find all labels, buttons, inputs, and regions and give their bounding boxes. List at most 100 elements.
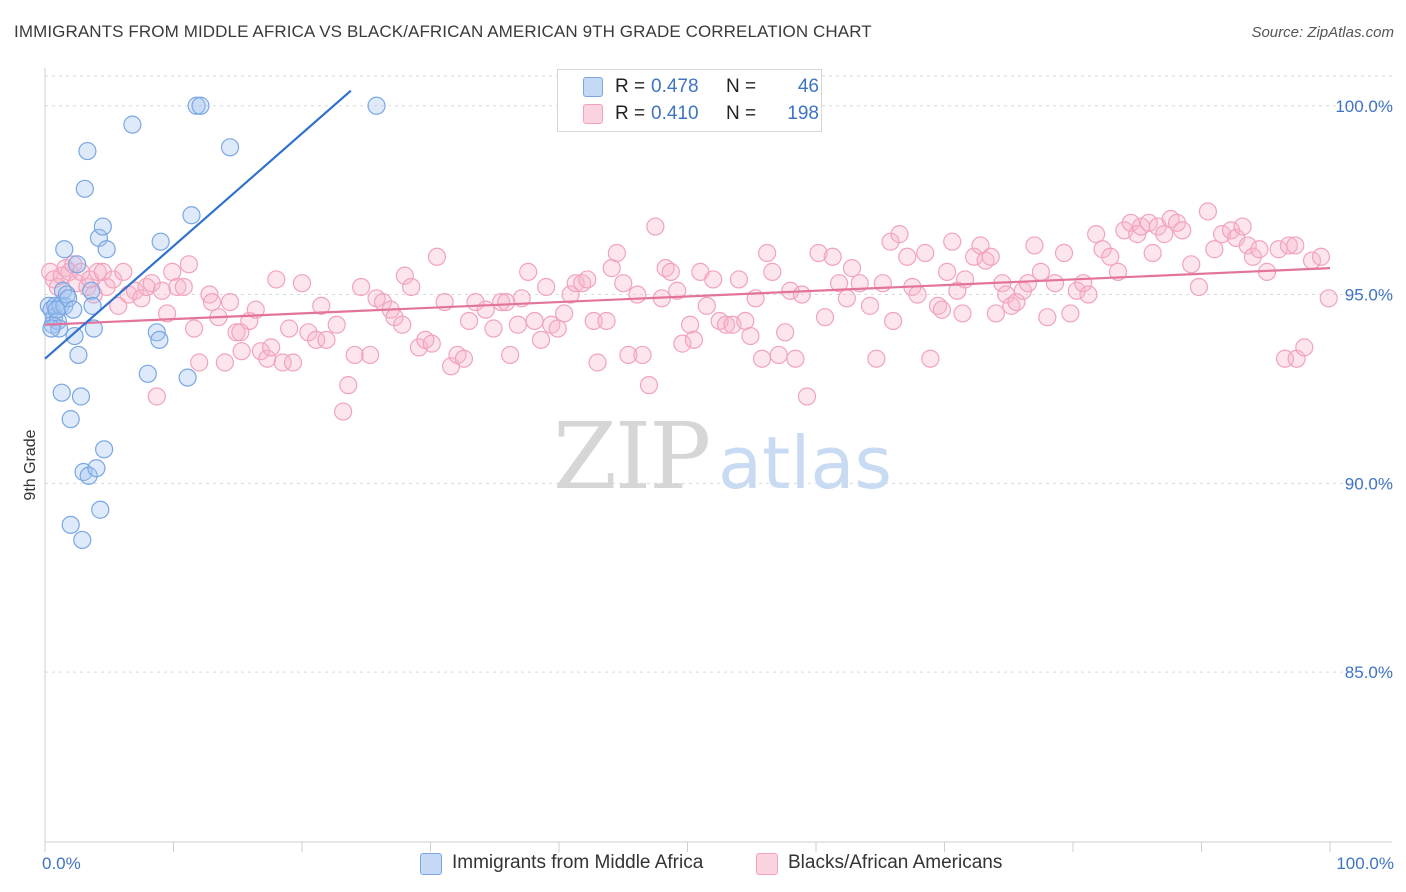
data-point-middle-africa: [93, 217, 112, 236]
data-point-blacks-african-americans: [837, 289, 856, 308]
data-point-blacks-african-americans: [1045, 274, 1065, 293]
data-point-blacks-african-americans: [639, 376, 659, 395]
data-point-blacks-african-americans: [741, 326, 760, 346]
data-point-blacks-african-americans: [602, 259, 621, 278]
stats-legend: R = 0.478 N = 46 R = 0.410 N = 198: [557, 69, 822, 132]
data-point-middle-africa: [191, 96, 210, 115]
data-point-blacks-african-americans: [168, 277, 187, 297]
data-point-blacks-african-americans: [1319, 289, 1338, 308]
data-point-blacks-african-americans: [258, 349, 277, 368]
data-point-blacks-african-americans: [1139, 213, 1158, 232]
data-point-blacks-african-americans: [307, 330, 326, 349]
data-point-blacks-african-americans: [1243, 247, 1263, 266]
data-point-blacks-african-americans: [88, 262, 107, 281]
data-point-blacks-african-americans: [786, 349, 805, 368]
legend-n-label: N =: [726, 103, 757, 124]
data-point-blacks-african-americans: [633, 345, 652, 365]
data-point-blacks-african-americans: [867, 349, 886, 368]
data-point-blacks-african-americans: [758, 243, 777, 263]
data-point-blacks-african-americans: [484, 319, 503, 338]
data-point-blacks-african-americans: [1061, 304, 1080, 323]
x-axis-min-label: 0.0%: [42, 854, 81, 873]
data-point-blacks-african-americans: [986, 304, 1006, 323]
data-point-blacks-african-americans: [283, 353, 303, 372]
data-point-blacks-african-americans: [684, 330, 704, 349]
bottom-legend-label: Blacks/African Americans: [788, 852, 1003, 873]
legend-swatch-pink: [583, 104, 603, 124]
data-point-blacks-african-americans: [1093, 240, 1112, 259]
data-point-blacks-african-americans: [1279, 236, 1298, 255]
data-point-blacks-african-americans: [898, 247, 917, 266]
trend-line-blacks-african-americans: [44, 267, 1331, 326]
data-point-middle-africa: [91, 500, 110, 519]
data-point-blacks-african-americans: [883, 311, 903, 331]
data-point-blacks-african-americans: [842, 259, 862, 278]
data-point-middle-africa: [182, 206, 201, 225]
data-point-blacks-african-americans: [614, 274, 633, 293]
data-point-blacks-african-americans: [850, 274, 869, 293]
data-point-blacks-african-americans: [890, 225, 909, 244]
data-point-blacks-african-americans: [548, 319, 567, 338]
data-point-blacks-african-americans: [673, 334, 692, 353]
data-point-blacks-african-americans: [697, 296, 716, 315]
data-point-blacks-african-americans: [566, 274, 585, 293]
data-point-blacks-african-americans: [519, 262, 538, 281]
data-point-blacks-african-americans: [339, 376, 358, 395]
data-point-blacks-african-americans: [1155, 225, 1174, 244]
watermark: ZIP atlas: [553, 403, 892, 510]
series-middle-africa-points: [39, 96, 386, 550]
bottom-legend-swatch-pink: [756, 853, 778, 875]
data-point-blacks-african-americans: [227, 323, 246, 342]
data-point-blacks-african-americans: [273, 353, 292, 372]
data-point-middle-africa: [187, 96, 206, 115]
data-point-blacks-african-americans: [588, 353, 607, 372]
data-point-blacks-african-americans: [607, 243, 626, 263]
data-point-blacks-african-americans: [561, 285, 580, 304]
legend-r-value: 0.478: [651, 76, 699, 97]
data-point-blacks-african-americans: [393, 315, 412, 334]
data-point-middle-africa: [97, 240, 116, 259]
data-point-blacks-african-americans: [427, 247, 447, 266]
data-point-blacks-african-americans: [251, 342, 270, 361]
data-point-blacks-african-americans: [361, 345, 380, 365]
data-point-blacks-african-americans: [729, 270, 749, 289]
data-point-middle-africa: [71, 387, 91, 406]
data-point-middle-africa: [151, 232, 170, 251]
data-point-blacks-african-americans: [736, 311, 755, 331]
data-point-blacks-african-americans: [1101, 247, 1120, 266]
data-point-blacks-african-americans: [981, 247, 1000, 266]
data-point-blacks-african-americans: [454, 349, 474, 368]
data-point-middle-africa: [68, 255, 87, 274]
data-point-blacks-african-americans: [1018, 274, 1038, 293]
data-point-blacks-african-americans: [830, 274, 849, 293]
data-point-blacks-african-americans: [174, 277, 193, 297]
data-point-middle-africa: [123, 115, 142, 134]
data-point-blacks-african-americans: [202, 292, 222, 312]
data-point-blacks-african-americans: [1108, 262, 1128, 281]
data-point-blacks-african-americans: [246, 300, 265, 319]
data-point-blacks-african-americans: [97, 277, 116, 297]
data-point-middle-africa: [61, 515, 80, 534]
data-point-blacks-african-americans: [1198, 202, 1218, 221]
data-point-blacks-african-americans: [646, 217, 665, 236]
data-point-blacks-african-americans: [93, 262, 112, 281]
data-point-blacks-african-americans: [937, 262, 957, 281]
data-point-blacks-african-americans: [476, 300, 495, 319]
data-point-blacks-african-americans: [1250, 240, 1269, 259]
trend-lines: [44, 89, 1331, 360]
data-point-blacks-african-americans: [459, 311, 479, 331]
y-tick-label: 100.0%: [1335, 97, 1393, 116]
data-point-blacks-african-americans: [132, 289, 151, 308]
data-point-blacks-african-americans: [823, 247, 842, 266]
data-point-blacks-african-americans: [619, 345, 638, 365]
legend-n-value: 198: [787, 103, 819, 124]
data-point-middle-africa: [61, 410, 80, 429]
data-point-blacks-african-americans: [769, 345, 788, 365]
data-point-middle-africa: [59, 289, 78, 308]
data-point-middle-africa: [79, 466, 98, 485]
data-point-blacks-african-americans: [492, 292, 511, 312]
data-point-middle-africa: [75, 179, 94, 198]
data-point-blacks-african-americans: [231, 323, 250, 342]
data-point-blacks-african-americans: [501, 345, 520, 365]
data-point-blacks-african-americans: [531, 330, 551, 349]
